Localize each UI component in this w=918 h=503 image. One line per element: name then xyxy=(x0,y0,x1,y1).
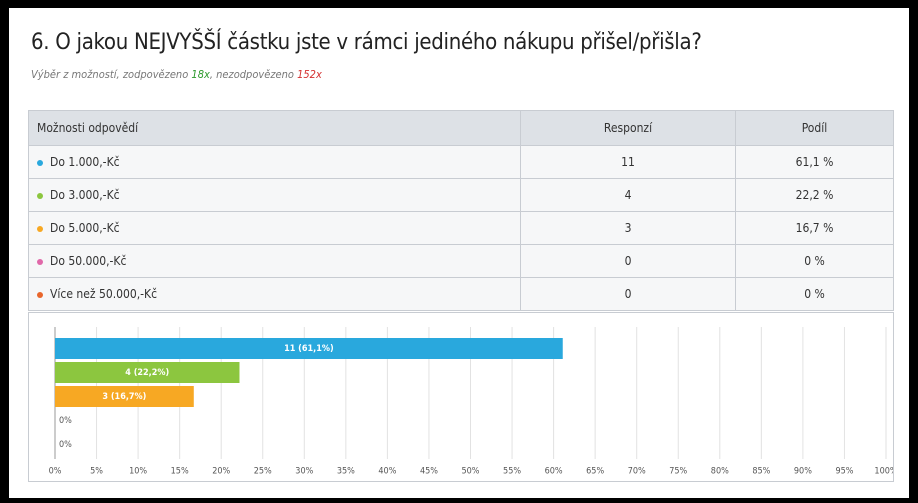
unanswered-count: 152x xyxy=(297,68,322,81)
x-tick-label: 0% xyxy=(49,467,62,477)
table-cell: 0 % xyxy=(735,244,894,278)
table-cell: 61,1 % xyxy=(735,145,894,179)
cell-text: Do 1.000,-Kč xyxy=(50,155,120,169)
table-cell: 0 % xyxy=(735,277,894,311)
bullet xyxy=(37,192,43,199)
bar-label: 11 (61,1%) xyxy=(284,344,334,354)
bar xyxy=(55,386,194,407)
cell-text: 22,2 % xyxy=(795,188,834,202)
x-tick-label: 10% xyxy=(129,467,147,477)
table-row: Do 50.000,-Kč 0 0 % xyxy=(28,244,894,278)
x-tick-label: 80% xyxy=(711,467,729,477)
cell-text: 16,7 % xyxy=(795,221,834,235)
x-tick-label: 95% xyxy=(835,467,853,477)
column-header: Responzí xyxy=(520,110,736,146)
cell-text: 3 xyxy=(624,221,632,235)
x-tick-label: 70% xyxy=(628,467,646,477)
cell-text: Do 5.000,-Kč xyxy=(50,221,120,235)
bar-label: 0% xyxy=(59,416,72,426)
table-cell: 0 xyxy=(520,244,736,278)
x-tick-label: 75% xyxy=(669,467,687,477)
table-cell: 16,7 % xyxy=(735,211,894,245)
bar-label: 3 (16,7%) xyxy=(102,392,146,402)
x-tick-label: 20% xyxy=(212,467,230,477)
table-cell: 4 xyxy=(520,178,736,212)
cell-text: 0 % xyxy=(804,287,825,301)
answered-count: 18x xyxy=(191,68,210,81)
x-tick-label: 15% xyxy=(171,467,189,477)
x-tick-label: 65% xyxy=(586,467,604,477)
table-cell: 22,2 % xyxy=(735,178,894,212)
bullet xyxy=(37,225,43,232)
x-tick-label: 60% xyxy=(545,467,563,477)
table-row: Do 1.000,-Kč 11 61,1 % xyxy=(28,145,894,179)
bullet xyxy=(37,291,43,298)
x-tick-label: 50% xyxy=(462,467,480,477)
cell-text: 0 % xyxy=(804,254,825,268)
bar xyxy=(55,338,563,359)
x-tick-label: 40% xyxy=(378,467,396,477)
table-cell: 0 xyxy=(520,277,736,311)
cell-text: 61,1 % xyxy=(795,155,834,169)
bar-label: 4 (22,2%) xyxy=(125,368,169,378)
bar xyxy=(55,362,240,383)
table-cell: 3 xyxy=(520,211,736,245)
table-cell: Do 1.000,-Kč xyxy=(28,145,521,179)
x-tick-label: 45% xyxy=(420,467,438,477)
subtitle-text: , nezodpovězeno xyxy=(209,68,298,81)
column-header: Možnosti odpovědí xyxy=(28,110,521,146)
cell-text: 0 xyxy=(624,254,632,268)
x-tick-label: 55% xyxy=(503,467,521,477)
x-tick-label: 25% xyxy=(254,467,272,477)
table-cell: 11 xyxy=(520,145,736,179)
x-tick-label: 30% xyxy=(295,467,313,477)
bullet xyxy=(37,159,43,166)
panel: 6. O jakou NEJVYŠŠÍ částku jste v rámci … xyxy=(9,8,909,498)
cell-text: 11 xyxy=(621,155,635,169)
subtitle-text: Výběr z možností, zodpovězeno xyxy=(31,68,192,81)
table-cell: Do 5.000,-Kč xyxy=(28,211,521,245)
subtitle: Výběr z možností, zodpovězeno 18x, nezod… xyxy=(31,68,322,81)
table-row: Do 3.000,-Kč 4 22,2 % xyxy=(28,178,894,212)
table-row: Do 5.000,-Kč 3 16,7 % xyxy=(28,211,894,245)
cell-text: Více než 50.000,-Kč xyxy=(50,287,158,301)
cell-text: Do 50.000,-Kč xyxy=(50,254,127,268)
cell-text: 4 xyxy=(624,188,632,202)
results-table: Možnosti odpovědí Responzí Podíl Do 1.000,-… xyxy=(28,110,894,311)
question-title: 6. O jakou NEJVYŠŠÍ částku jste v rámci … xyxy=(31,30,702,55)
x-tick-label: 85% xyxy=(752,467,770,477)
cell-text: Do 3.000,-Kč xyxy=(50,188,120,202)
x-tick-label: 5% xyxy=(90,467,103,477)
table-cell: Do 50.000,-Kč xyxy=(28,244,521,278)
column-header: Podíl xyxy=(735,110,894,146)
table-cell: Více než 50.000,-Kč xyxy=(28,277,521,311)
table-cell: Do 3.000,-Kč xyxy=(28,178,521,212)
x-tick-label: 90% xyxy=(794,467,812,477)
x-tick-label: 100% xyxy=(874,467,894,477)
bar-label: 0% xyxy=(59,440,72,450)
table-row: Více než 50.000,-Kč 0 0 % xyxy=(28,277,894,311)
cell-text: 0 xyxy=(624,287,632,301)
bullet xyxy=(37,258,43,265)
x-tick-label: 35% xyxy=(337,467,355,477)
chart: 0% 5% 10% 15% 20% 25% 30% 35% 40% 45% 50% 55% 60% 65%… xyxy=(28,312,894,482)
header-row: Možnosti odpovědí Responzí Podíl xyxy=(28,110,894,146)
